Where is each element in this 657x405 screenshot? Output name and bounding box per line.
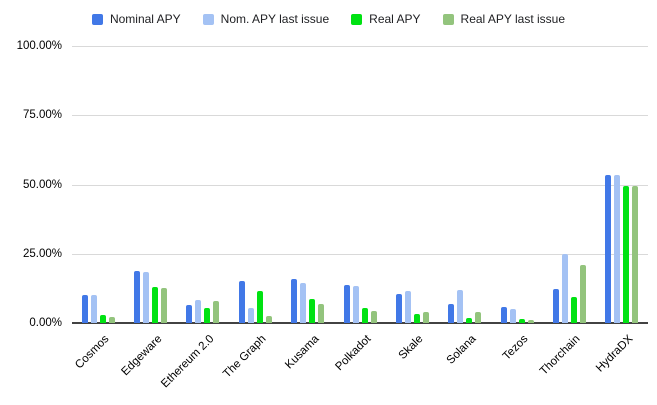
legend-item: Real APY	[351, 12, 421, 26]
bar[interactable]	[623, 185, 630, 323]
bar[interactable]	[370, 311, 377, 323]
x-axis-label: Edgeware	[118, 333, 165, 379]
bar[interactable]	[352, 286, 359, 323]
y-axis-tick: 25.00%	[22, 247, 62, 260]
y-axis-tick: 0.00%	[29, 317, 62, 329]
x-axis-label: Tezos	[500, 333, 531, 363]
bar[interactable]	[422, 312, 429, 323]
x-axis-label: Solana	[444, 333, 479, 367]
x-axis-label: HydraDX	[593, 333, 636, 375]
bar[interactable]	[90, 295, 97, 323]
bar-group-tezos	[500, 46, 534, 323]
legend-label: Real APY last issue	[460, 12, 566, 26]
bar[interactable]	[238, 280, 245, 323]
bar[interactable]	[186, 305, 193, 323]
bar[interactable]	[466, 318, 473, 323]
legend-item: Real APY last issue	[442, 12, 566, 26]
bar[interactable]	[614, 175, 621, 323]
plot-area	[72, 46, 648, 324]
legend-swatch-icon	[202, 13, 214, 25]
legend-item: Nominal APY	[91, 12, 181, 26]
bar[interactable]	[108, 316, 115, 323]
x-axis-label: Ethereum 2.0	[159, 333, 217, 391]
bar-group-cosmos	[81, 46, 115, 323]
bar[interactable]	[291, 279, 298, 323]
legend-swatch-icon	[91, 13, 103, 25]
bar[interactable]	[152, 286, 159, 323]
y-axis-tick: 50.00%	[22, 178, 62, 191]
legend-label: Nom. APY last issue	[220, 12, 330, 26]
bar[interactable]	[475, 312, 482, 323]
bar-group-hydradx	[605, 46, 639, 323]
y-axis-tick: 100.00%	[16, 40, 62, 52]
legend-label: Nominal APY	[109, 12, 181, 26]
legend-label: Real APY	[369, 12, 421, 26]
bar[interactable]	[632, 186, 639, 323]
bar[interactable]	[395, 293, 402, 323]
bar[interactable]	[247, 307, 254, 323]
bar[interactable]	[448, 304, 455, 323]
bar[interactable]	[213, 301, 220, 323]
bar[interactable]	[361, 308, 368, 323]
gridline	[72, 184, 648, 186]
bar-group-ethereum-2-0	[186, 46, 220, 323]
bar-group-skale	[395, 46, 429, 323]
bar[interactable]	[500, 306, 507, 323]
bar[interactable]	[204, 307, 211, 323]
bar[interactable]	[99, 314, 106, 323]
bar-group-polkadot	[343, 46, 377, 323]
bar-group-thorchain	[552, 46, 586, 323]
bar[interactable]	[457, 290, 464, 323]
x-axis-label: Thorchain	[538, 333, 583, 378]
bar-group-solana	[448, 46, 482, 323]
bar-group-edgeware	[134, 46, 168, 323]
x-axis-line	[72, 322, 648, 324]
bar[interactable]	[605, 175, 612, 323]
x-axis-label: Polkadot	[333, 333, 374, 374]
gridline	[72, 46, 648, 47]
bar[interactable]	[161, 287, 168, 323]
bar[interactable]	[343, 285, 350, 323]
bar-group-kusama	[291, 46, 325, 323]
bar[interactable]	[413, 314, 420, 323]
bar[interactable]	[570, 296, 577, 323]
bar[interactable]	[265, 315, 272, 323]
x-axis-label: The Graph	[221, 333, 269, 381]
x-axis-label: Cosmos	[73, 333, 112, 372]
bar[interactable]	[256, 290, 263, 323]
bar[interactable]	[134, 271, 141, 323]
legend-swatch-icon	[351, 13, 363, 25]
bar[interactable]	[318, 303, 325, 323]
legend-swatch-icon	[442, 13, 454, 25]
bar[interactable]	[309, 299, 316, 323]
bar[interactable]	[195, 299, 202, 323]
x-axis-label: Skale	[397, 333, 426, 362]
bar[interactable]	[561, 253, 568, 323]
bar[interactable]	[527, 319, 534, 323]
bar[interactable]	[404, 290, 411, 323]
gridline	[72, 253, 648, 255]
bar[interactable]	[143, 272, 150, 323]
bar[interactable]	[518, 318, 525, 323]
bar[interactable]	[579, 265, 586, 323]
x-axis-label: Kusama	[282, 333, 322, 372]
bar-group-the-graph	[238, 46, 272, 323]
bar[interactable]	[81, 295, 88, 323]
gridline	[72, 115, 648, 117]
y-axis-tick: 75.00%	[22, 109, 62, 122]
chart-legend: Nominal APY Nom. APY last issue Real APY Re…	[0, 12, 657, 26]
legend-item: Nom. APY last issue	[202, 12, 330, 26]
bar[interactable]	[509, 308, 516, 323]
bar[interactable]	[300, 282, 307, 323]
bar[interactable]	[552, 289, 559, 323]
